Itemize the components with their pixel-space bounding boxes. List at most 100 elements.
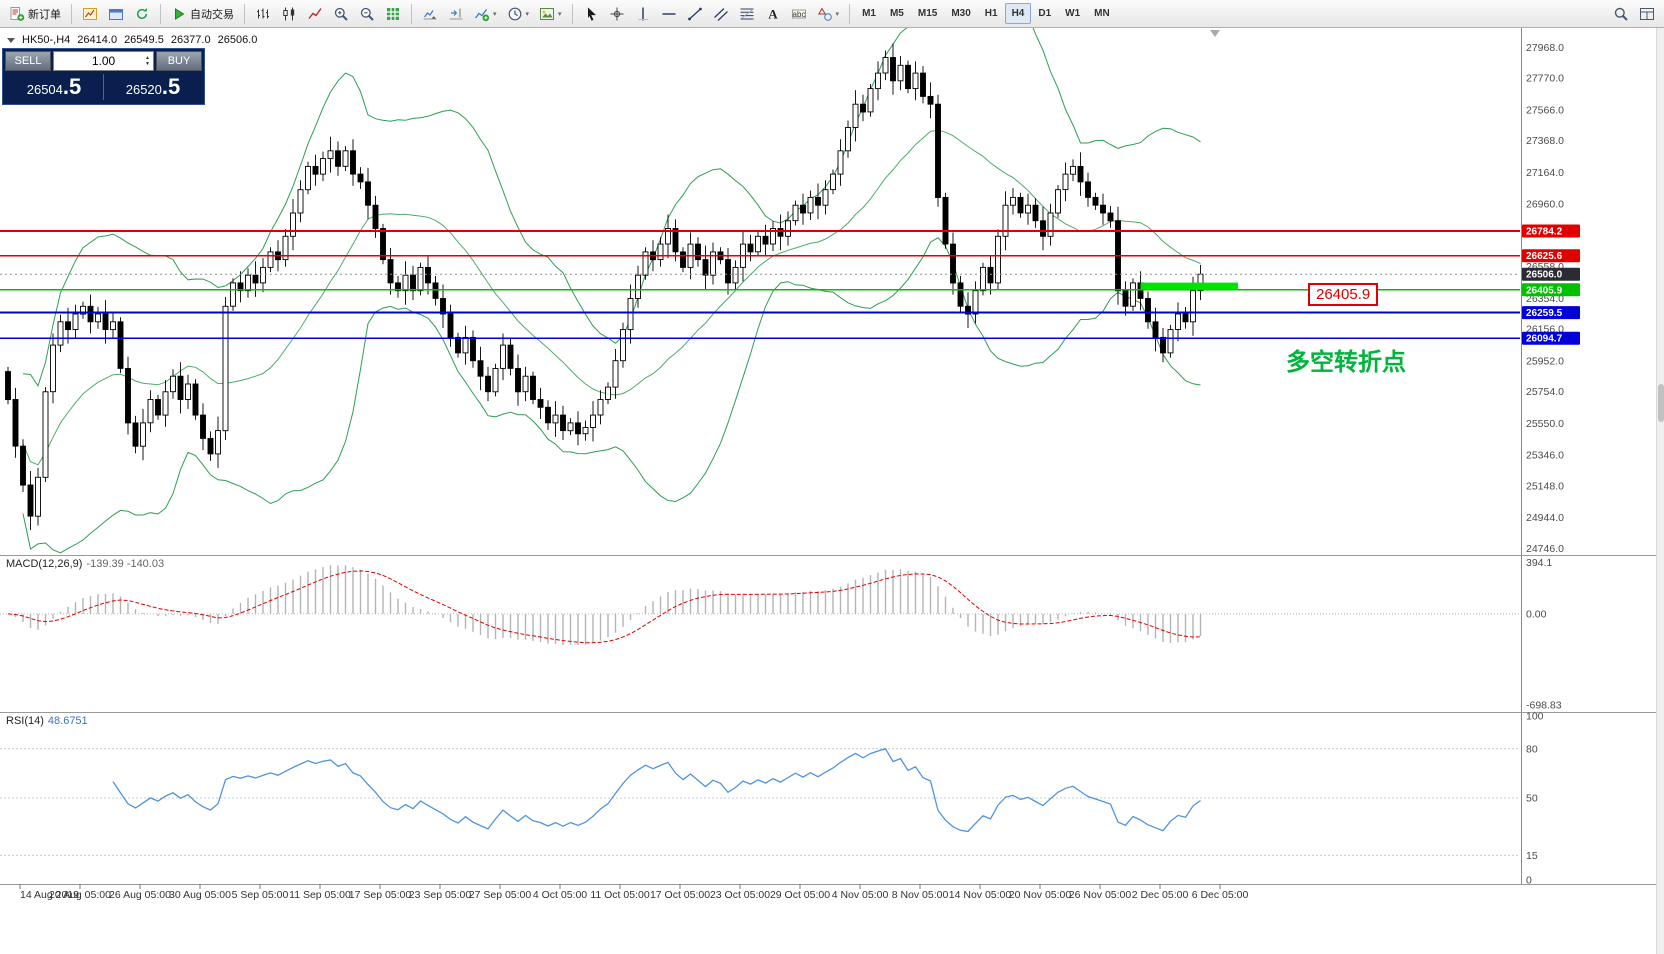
svg-text:25148.0: 25148.0 <box>1526 480 1564 492</box>
svg-text:29 Oct 05:00: 29 Oct 05:00 <box>770 889 830 901</box>
volume-input[interactable]: 1.00 ▲ ▼ <box>53 51 154 71</box>
dropdown-caret-icon[interactable]: ▾ <box>835 10 840 18</box>
svg-text:27968.0: 27968.0 <box>1526 42 1564 54</box>
svg-text:24746.0: 24746.0 <box>1526 543 1564 555</box>
buy-price[interactable]: 26520.5 <box>103 73 202 100</box>
line-icon <box>308 7 322 19</box>
timeframe-m15-button[interactable]: M15 <box>917 8 938 19</box>
cursor-icon <box>587 7 596 21</box>
new-order-button-label: 新订单 <box>28 8 61 21</box>
text-button[interactable]: A <box>760 2 786 25</box>
timeframe-m30-button[interactable]: M30 <box>951 8 971 19</box>
grid-icon <box>387 7 399 20</box>
refresh-icon <box>136 7 148 19</box>
price-tag <box>1522 283 1580 297</box>
macd-indicator-label: MACD(12,26,9) -139.39 -140.03 <box>6 558 164 570</box>
rsi-line <box>112 747 1201 833</box>
svg-text:27566.0: 27566.0 <box>1526 105 1564 117</box>
svg-text:14 Nov 05:00: 14 Nov 05:00 <box>949 889 1012 901</box>
trendline-button[interactable] <box>682 2 708 25</box>
search-button[interactable] <box>1608 2 1634 25</box>
shapes-icon <box>817 7 832 21</box>
channel-icon <box>713 7 728 21</box>
channel-button[interactable] <box>708 2 734 25</box>
horizontal-line-button[interactable] <box>656 2 682 25</box>
sell-button[interactable]: SELL <box>5 51 51 71</box>
one-click-toggle-icon[interactable] <box>7 37 15 43</box>
price-tag <box>1522 267 1580 281</box>
svg-text:26784.2: 26784.2 <box>1526 227 1563 238</box>
timeframe-d1-button[interactable]: D1 <box>1038 8 1052 19</box>
indicators-icon <box>474 8 490 21</box>
chart-shift-marker[interactable] <box>1210 30 1220 37</box>
svg-text:26506.0: 26506.0 <box>1526 270 1563 281</box>
zoom-in-icon <box>334 7 348 21</box>
vertical-scrollbar[interactable] <box>1656 28 1664 954</box>
candle-chart-button[interactable] <box>276 2 302 25</box>
svg-text:6 Dec 05:00: 6 Dec 05:00 <box>1192 889 1249 901</box>
svg-text:4 Oct 05:00: 4 Oct 05:00 <box>533 889 587 901</box>
dropdown-caret-icon[interactable]: ▾ <box>493 10 497 18</box>
volume-down-button[interactable]: ▼ <box>145 61 150 67</box>
refresh-button[interactable] <box>129 2 155 25</box>
timeframe-h4-button[interactable]: H4 <box>1004 3 1032 24</box>
volume-up-button[interactable]: ▲ <box>145 55 150 61</box>
new-order-button[interactable]: 新订单 <box>4 2 66 25</box>
crosshair-button[interactable] <box>604 2 630 25</box>
rsi-panel <box>0 747 1520 856</box>
chart-canvas[interactable]: 27968.0 27770.0 27566.0 27368.0 27164.0 26960… <box>0 28 1664 954</box>
svg-text:25952.0: 25952.0 <box>1526 355 1564 367</box>
toolbar-separator <box>411 3 412 24</box>
svg-text:abc: abc <box>792 9 805 18</box>
chart-shift-button[interactable] <box>443 2 469 25</box>
indicators-button[interactable]: ▾ <box>469 2 502 25</box>
timeframe-m1-button[interactable]: M1 <box>862 8 876 19</box>
fibonacci-icon <box>739 8 754 19</box>
highlight-bar[interactable] <box>1140 282 1239 290</box>
svg-text:17 Sep 05:00: 17 Sep 05:00 <box>349 889 412 901</box>
svg-text:80: 80 <box>1526 743 1538 755</box>
shapes-button[interactable]: ▾ <box>812 2 845 25</box>
line-chart-button[interactable] <box>302 2 328 25</box>
autotrade-button[interactable]: 自动交易 <box>166 2 239 25</box>
svg-text:394.1: 394.1 <box>1526 557 1552 569</box>
bars-icon <box>257 8 269 18</box>
zoom-in-button[interactable] <box>328 2 354 25</box>
svg-text:17 Oct 05:00: 17 Oct 05:00 <box>650 889 710 901</box>
svg-text:26259.5: 26259.5 <box>1526 308 1563 319</box>
volume-value: 1.00 <box>91 54 116 68</box>
label-button[interactable]: abc <box>786 2 812 25</box>
periods-button[interactable]: ▾ <box>502 2 535 25</box>
turning-point-annotation[interactable]: 多空转折点 <box>1286 349 1406 376</box>
grid-button[interactable] <box>380 2 406 25</box>
bar-chart-button[interactable] <box>250 2 276 25</box>
timeframe-w1-button[interactable]: W1 <box>1065 8 1081 19</box>
templates-button[interactable]: ▾ <box>534 2 567 25</box>
fibonacci-button[interactable] <box>734 2 760 25</box>
price-tags: 26506.0 26784.2 26625.6 26405.9 26259.5 26094… <box>1522 224 1580 345</box>
cursor-button[interactable] <box>578 2 604 25</box>
svg-text:A: A <box>768 6 778 21</box>
ohlc-high: 26549.5 <box>124 34 164 46</box>
vertical-line-button[interactable] <box>630 2 656 25</box>
timeframe-mn-button[interactable]: MN <box>1094 8 1110 19</box>
dropdown-caret-icon[interactable]: ▾ <box>558 10 562 18</box>
rsi-indicator-label: RSI(14) 48.6751 <box>6 715 88 727</box>
scrollbar-thumb[interactable] <box>1658 384 1664 422</box>
chart-ohlc-header: HK50-,H4 26414.0 26549.5 26377.0 26506.0 <box>7 34 257 46</box>
price-annotation-label[interactable]: 26405.9 <box>1308 283 1379 306</box>
timeframe-m5-button[interactable]: M5 <box>889 8 904 19</box>
new-chart-button[interactable] <box>77 2 103 25</box>
windows-button[interactable] <box>1634 2 1660 25</box>
svg-text:25754.0: 25754.0 <box>1526 386 1564 398</box>
sell-price[interactable]: 26504.5 <box>26 73 82 99</box>
profiles-button[interactable] <box>103 2 129 25</box>
buy-button[interactable]: BUY <box>156 51 202 71</box>
price-axis: 27968.0 27770.0 27566.0 27368.0 27164.0 26960… <box>1521 28 1564 884</box>
zoom-out-button[interactable] <box>354 2 380 25</box>
price-tag <box>1522 306 1580 320</box>
timeframe-h1-button[interactable]: H1 <box>984 8 998 19</box>
auto-scroll-button[interactable] <box>417 2 443 25</box>
toolbar-separator <box>849 3 851 24</box>
dropdown-caret-icon[interactable]: ▾ <box>525 10 530 18</box>
